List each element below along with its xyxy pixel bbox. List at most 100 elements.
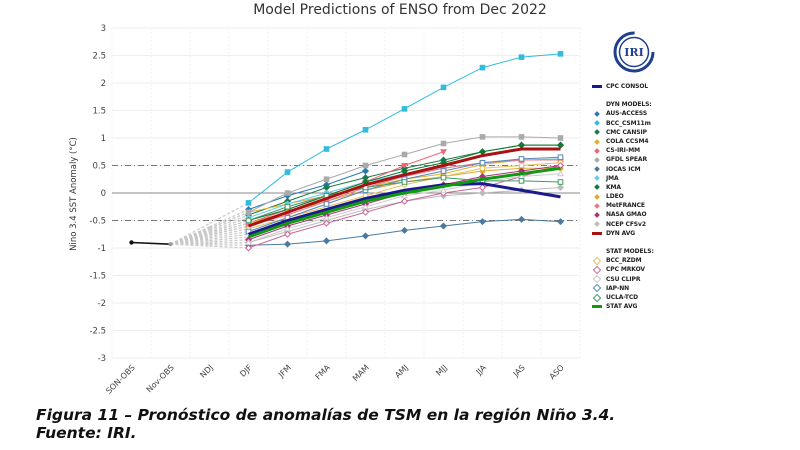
data-point xyxy=(518,178,525,184)
transition-line xyxy=(209,202,249,225)
legend-item-label: CPC MRKOV xyxy=(606,266,645,274)
data-point xyxy=(557,170,564,177)
x-tick-label: FMA xyxy=(314,363,333,382)
data-point xyxy=(284,203,291,210)
legend-item[interactable]: CMC CANSIP xyxy=(592,128,654,137)
x-tick-label: AMJ xyxy=(393,363,410,380)
logo-text: IRI xyxy=(624,46,643,59)
y-tick-label: -2.5 xyxy=(89,327,106,337)
data-point xyxy=(439,222,448,230)
data-point xyxy=(518,134,525,140)
legend-marker-swatch xyxy=(592,120,602,126)
legend-item-label: UCLA-TCD xyxy=(606,293,639,301)
data-point xyxy=(556,218,565,226)
data-point xyxy=(322,237,331,245)
data-point xyxy=(517,215,526,223)
data-point xyxy=(284,190,291,196)
data-point xyxy=(362,162,369,169)
legend-marker-swatch xyxy=(592,175,602,182)
data-point xyxy=(323,146,330,152)
legend-item[interactable]: NASA GMAO xyxy=(592,210,654,219)
figure-caption: Figura 11 – Pronóstico de anomalías de T… xyxy=(36,406,615,442)
legend-item[interactable]: CS-IRI-MM xyxy=(592,146,654,155)
y-tick-label: 3 xyxy=(101,24,106,34)
legend-item[interactable]: KMA xyxy=(592,183,654,192)
legend-line-swatch xyxy=(592,84,602,90)
data-point xyxy=(440,174,447,181)
observed-line xyxy=(129,240,173,247)
data-point xyxy=(401,163,408,169)
legend-item-label: AUS-ACCESS xyxy=(606,110,648,118)
x-tick-label: JJA xyxy=(474,363,489,378)
legend-item[interactable]: IAP-NN xyxy=(592,284,654,293)
transition-line xyxy=(209,233,249,240)
y-tick-label: 1.5 xyxy=(92,107,106,117)
data-point xyxy=(557,51,564,57)
transition-line xyxy=(209,239,249,243)
data-point xyxy=(361,167,370,175)
data-point xyxy=(440,149,447,156)
x-tick-label: ASO xyxy=(548,363,566,381)
x-tick-label: SON-OBS xyxy=(104,363,137,396)
enso-chart: 3 2.5 2 1.5 1 0.5 0 -0.5 -1 -1.5 -2 -2.5 -3 SON-OBS N… xyxy=(69,24,581,396)
legend-marker-swatch xyxy=(592,184,602,191)
data-point xyxy=(478,218,487,226)
legend-marker-swatch xyxy=(592,284,602,293)
legend-item[interactable]: GFDL SPEAR xyxy=(592,155,654,164)
y-tick-label: 1 xyxy=(101,134,106,144)
legend-item[interactable]: COLA CCSM4 xyxy=(592,137,654,146)
legend-marker-swatch xyxy=(592,274,602,284)
data-point xyxy=(478,148,487,156)
y-tick-label: 2.5 xyxy=(92,52,106,62)
legend-item[interactable]: LDEO xyxy=(592,192,654,201)
legend-group-header: DYN MODELS: xyxy=(606,101,652,109)
legend-item[interactable]: UCLA-TCD xyxy=(592,293,654,302)
legend-item[interactable]: BCC_CSM11m xyxy=(592,119,654,128)
data-point xyxy=(517,141,526,149)
data-point xyxy=(400,197,409,205)
legend-marker-swatch xyxy=(592,157,602,163)
legend-marker-swatch xyxy=(592,147,602,154)
transition-line xyxy=(170,222,210,245)
series-line-cpc-consol xyxy=(248,182,561,236)
observed-line xyxy=(131,241,171,245)
legend-item-label: BCC_CSM11m xyxy=(606,119,651,127)
legend-item-label: DYN AVG xyxy=(606,229,636,237)
data-point xyxy=(401,151,408,158)
legend-marker-swatch xyxy=(592,166,602,172)
x-tick-label: MJJ xyxy=(434,363,449,378)
legend-item[interactable]: BCC_RZDM xyxy=(592,256,654,266)
transition-lines xyxy=(170,202,249,249)
legend-item-label: COLA CCSM4 xyxy=(606,137,649,145)
legend-item[interactable]: NCEP CFSv2 xyxy=(592,220,654,229)
legend-item[interactable]: CSU CLIPR xyxy=(592,274,654,284)
data-point xyxy=(479,64,486,71)
caption-line-2: Fuente: IRI. xyxy=(36,424,137,442)
legend-item[interactable]: MetFRANCE xyxy=(592,201,654,210)
legend-item[interactable]: CPC MRKOV xyxy=(592,265,654,275)
data-point xyxy=(556,183,565,192)
data-point xyxy=(440,168,447,174)
legend-item[interactable]: CPC CONSOL xyxy=(592,82,654,91)
y-tick-label: -3 xyxy=(98,354,106,364)
x-tick-label: DJF xyxy=(238,363,254,379)
data-point xyxy=(440,84,447,91)
data-point xyxy=(401,106,408,112)
transition-line xyxy=(170,239,210,245)
legend-item[interactable]: JMA xyxy=(592,174,654,183)
chart-title: Model Predictions of ENSO from Dec 2022 xyxy=(253,2,547,18)
legend-marker-swatch xyxy=(592,265,602,275)
legend-item[interactable]: DYN AVG xyxy=(592,229,654,238)
transition-line xyxy=(209,225,249,236)
data-point xyxy=(400,226,409,234)
series-line-dyn-avg xyxy=(248,147,561,228)
series-lines xyxy=(244,51,565,252)
legend-item[interactable]: IOCAS ICM xyxy=(592,165,654,174)
x-tick-label: JFM xyxy=(276,363,293,380)
legend-marker-swatch xyxy=(592,203,602,209)
data-point xyxy=(284,169,291,175)
legend-item[interactable]: STAT AVG xyxy=(592,302,654,311)
data-point xyxy=(362,126,369,133)
legend-item[interactable]: AUS-ACCESS xyxy=(592,109,654,118)
legend-item-label: NCEP CFSv2 xyxy=(606,220,646,228)
